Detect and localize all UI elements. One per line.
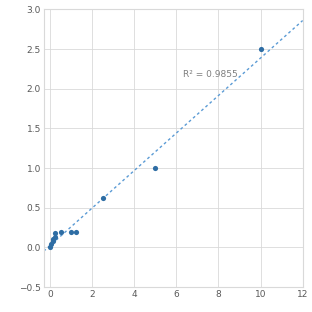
Point bbox=[69, 229, 74, 234]
Point bbox=[100, 196, 105, 201]
Point bbox=[153, 166, 158, 171]
Point bbox=[258, 46, 263, 51]
Point bbox=[50, 237, 55, 242]
Text: R² = 0.9855: R² = 0.9855 bbox=[183, 70, 237, 79]
Point bbox=[74, 229, 79, 234]
Point bbox=[50, 239, 55, 244]
Point bbox=[53, 231, 58, 236]
Point bbox=[47, 245, 52, 250]
Point bbox=[58, 229, 63, 234]
Point bbox=[49, 242, 54, 247]
Point bbox=[53, 235, 58, 240]
